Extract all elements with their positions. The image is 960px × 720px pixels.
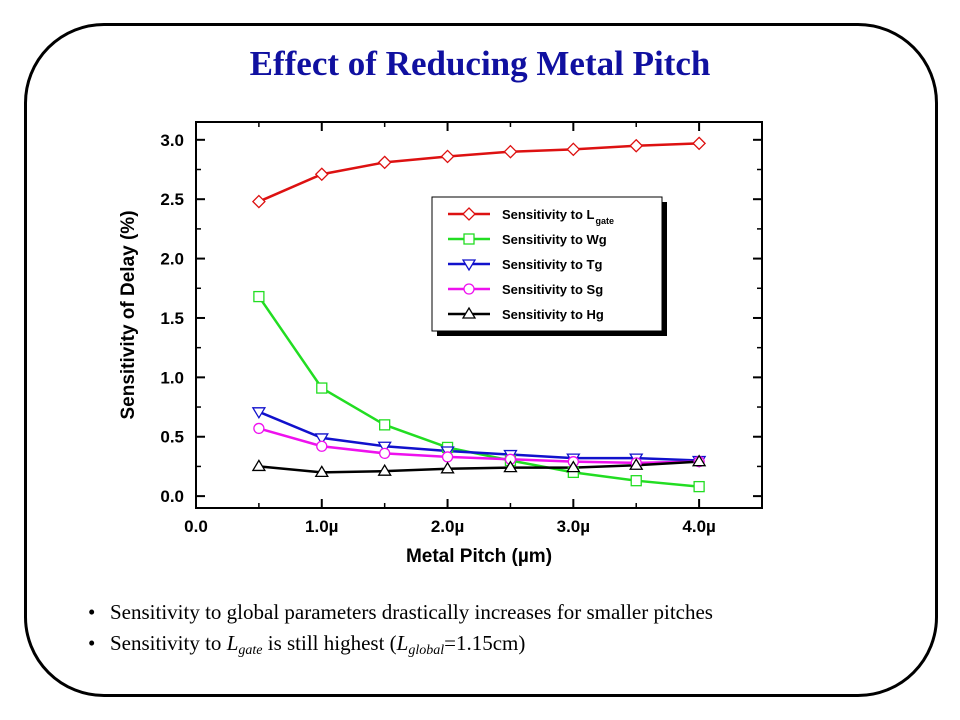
data-point-series-1 xyxy=(693,480,705,493)
data-point-series-4 xyxy=(440,461,455,474)
data-point-series-3 xyxy=(316,440,328,452)
legend-marker xyxy=(463,283,475,295)
y-tick-label: 2.5 xyxy=(160,190,184,209)
series-line-0 xyxy=(258,142,700,203)
bullet-item: • Sensitivity to global parameters drast… xyxy=(88,597,713,628)
x-tick-label: 2.0µ xyxy=(431,517,464,536)
x-tick-label: 0.0 xyxy=(184,517,208,536)
y-tick-label: 3.0 xyxy=(160,131,184,150)
data-point-series-0 xyxy=(629,138,644,153)
data-point-series-3 xyxy=(379,447,391,460)
data-point-series-2 xyxy=(314,433,329,446)
data-point-series-0 xyxy=(377,155,392,170)
legend-label: Sensitivity to Lgate xyxy=(502,207,614,226)
data-point-series-4 xyxy=(377,463,392,476)
data-point-series-3 xyxy=(253,422,265,435)
bullet-text-mid: is still highest ( xyxy=(262,631,397,655)
bullet-item: • Sensitivity to Lgate is still highest … xyxy=(88,628,713,666)
data-point-series-4 xyxy=(566,460,581,473)
legend-marker xyxy=(461,259,477,272)
subscript-gate: gate xyxy=(238,643,263,658)
data-point-series-4 xyxy=(691,454,707,467)
symbol-l-global: L xyxy=(396,631,409,655)
y-axis-title: Sensitivity of Delay (%) xyxy=(118,210,139,419)
x-axis-title: Metal Pitch (µm) xyxy=(406,546,552,567)
data-point-series-2 xyxy=(251,407,267,420)
y-tick-label: 1.5 xyxy=(160,309,184,328)
bullet-text-pre: Sensitivity to xyxy=(110,631,227,655)
data-point-series-4 xyxy=(629,457,644,470)
data-point-series-1 xyxy=(316,382,328,394)
data-point-series-0 xyxy=(440,149,455,164)
legend-marker xyxy=(462,207,476,221)
data-point-series-1 xyxy=(253,290,265,303)
legend-marker xyxy=(463,233,475,245)
bullet-list: • Sensitivity to global parameters drast… xyxy=(88,597,713,666)
data-point-series-1 xyxy=(630,475,642,487)
legend-marker xyxy=(461,306,477,319)
data-point-series-0 xyxy=(251,194,266,209)
plot-frame xyxy=(195,121,763,509)
x-tick-label: 4.0µ xyxy=(682,517,715,536)
bullet-dot: • xyxy=(88,600,96,624)
data-point-series-4 xyxy=(251,459,267,472)
data-point-series-0 xyxy=(314,167,329,182)
data-point-series-0 xyxy=(566,142,581,157)
data-point-series-4 xyxy=(503,460,518,473)
y-tick-label: 1.0 xyxy=(160,368,184,387)
y-tick-label: 0.5 xyxy=(160,428,184,447)
slide-frame xyxy=(24,23,938,697)
legend-label: Sensitivity to Hg xyxy=(502,307,604,322)
data-point-series-0 xyxy=(692,136,707,151)
y-tick-label: 2.0 xyxy=(160,250,184,269)
series-line-3 xyxy=(258,427,700,465)
legend-label: Sensitivity to Sg xyxy=(502,282,603,297)
slide-title: Effect of Reducing Metal Pitch xyxy=(249,44,711,83)
symbol-l: L xyxy=(226,631,239,655)
y-tick-label: 0.0 xyxy=(160,487,184,506)
bullet-text: Sensitivity to global parameters drastic… xyxy=(110,600,713,624)
data-point-series-3 xyxy=(441,451,454,463)
bullet-dot: • xyxy=(88,631,96,655)
legend-label: Sensitivity to Wg xyxy=(502,232,607,247)
data-point-series-0 xyxy=(503,144,518,159)
data-point-series-2 xyxy=(377,441,392,454)
series-line-2 xyxy=(258,410,700,462)
x-tick-label: 3.0µ xyxy=(557,517,590,536)
subscript-global: global xyxy=(408,643,445,658)
legend-label: Sensitivity to Tg xyxy=(502,257,602,272)
x-tick-label: 1.0µ xyxy=(305,517,338,536)
series-line-4 xyxy=(258,460,700,474)
bullet-text-post: =1.15cm) xyxy=(444,631,526,655)
data-point-series-4 xyxy=(314,465,329,478)
data-point-series-1 xyxy=(379,419,391,431)
